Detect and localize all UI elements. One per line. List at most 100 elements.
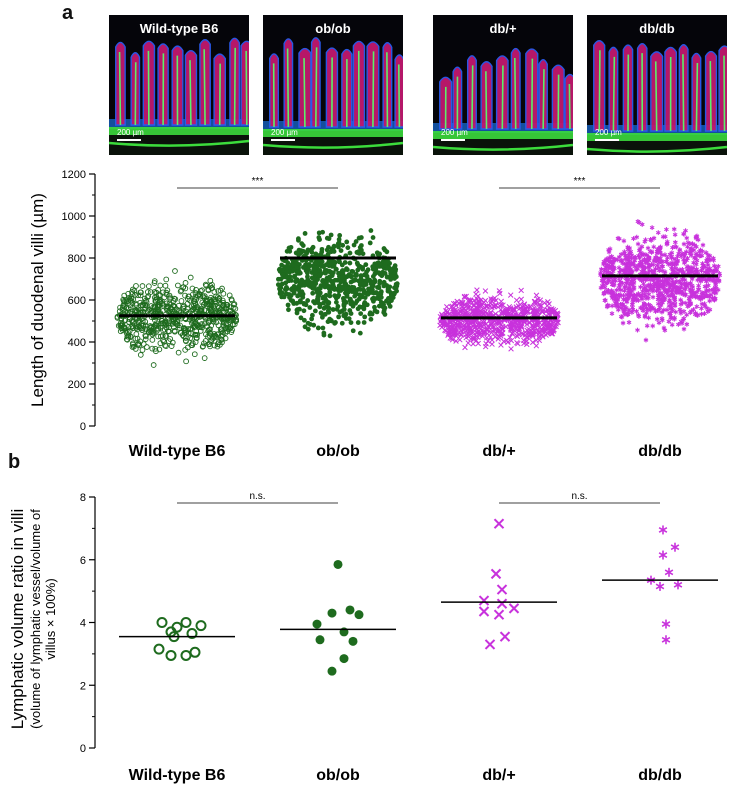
data-point xyxy=(201,295,208,301)
data-point xyxy=(658,282,664,288)
data-point xyxy=(213,293,219,300)
data-point xyxy=(678,301,684,307)
data-point xyxy=(439,324,445,331)
data-point xyxy=(378,291,384,297)
data-point xyxy=(669,254,675,259)
data-point xyxy=(324,279,329,285)
data-point xyxy=(343,281,349,287)
data-point xyxy=(629,310,635,315)
data-point xyxy=(232,305,239,312)
data-point xyxy=(632,258,638,264)
data-point xyxy=(637,255,642,261)
data-point xyxy=(358,273,364,279)
data-point xyxy=(176,307,183,314)
data-point xyxy=(658,550,668,560)
data-point xyxy=(681,231,687,237)
data-point xyxy=(680,290,685,295)
data-point xyxy=(672,301,678,307)
data-point xyxy=(715,263,721,269)
data-point xyxy=(350,286,356,291)
data-point xyxy=(699,306,704,311)
data-point xyxy=(620,320,626,326)
data-point xyxy=(138,289,144,296)
data-point xyxy=(493,518,505,529)
data-point xyxy=(611,258,617,264)
data-point xyxy=(153,322,160,329)
data-point xyxy=(524,341,530,348)
significance-bracket: *** xyxy=(499,176,660,189)
data-point xyxy=(289,278,294,283)
data-point xyxy=(149,331,156,338)
data-point xyxy=(320,229,325,235)
data-point xyxy=(531,310,537,317)
data-point xyxy=(170,317,177,323)
svg-text:***: *** xyxy=(574,176,586,187)
data-point xyxy=(664,241,670,247)
data-point xyxy=(651,258,657,264)
data-point xyxy=(650,323,656,329)
data-point xyxy=(503,307,509,314)
data-point xyxy=(320,325,326,331)
data-point xyxy=(124,336,131,343)
data-point xyxy=(676,322,681,327)
data-point xyxy=(156,617,168,628)
data-point xyxy=(171,621,183,633)
data-point xyxy=(220,290,227,297)
data-point xyxy=(324,247,330,253)
data-point xyxy=(618,301,623,307)
data-point xyxy=(672,239,678,245)
data-point xyxy=(139,283,146,289)
data-point xyxy=(548,322,555,328)
series-wild-type-b6 xyxy=(119,617,235,661)
data-point xyxy=(159,317,166,324)
data-point xyxy=(476,319,482,326)
data-point xyxy=(219,339,225,346)
data-point xyxy=(342,260,348,265)
data-point xyxy=(171,303,177,309)
data-point xyxy=(684,281,690,287)
data-point xyxy=(297,283,302,289)
data-point xyxy=(286,269,292,275)
data-point xyxy=(352,277,358,283)
data-point xyxy=(199,287,205,294)
data-point xyxy=(279,262,285,268)
data-point xyxy=(327,666,337,676)
data-point xyxy=(618,314,624,320)
data-point xyxy=(160,301,166,308)
data-point xyxy=(610,268,616,274)
data-point xyxy=(348,311,354,316)
data-point xyxy=(657,305,663,311)
data-point xyxy=(361,320,367,325)
data-point xyxy=(137,292,144,299)
y-tick-label: 2 xyxy=(80,680,86,692)
data-point xyxy=(611,282,617,288)
data-point xyxy=(324,235,330,241)
data-point xyxy=(139,318,146,324)
data-point xyxy=(466,297,472,303)
data-point xyxy=(716,277,721,283)
data-point xyxy=(208,294,214,301)
data-point xyxy=(126,328,133,334)
data-point xyxy=(370,235,376,240)
data-point xyxy=(650,262,656,268)
data-point xyxy=(322,268,328,274)
micrograph-db-db: db/db 200 µm xyxy=(587,15,727,155)
significance-bracket: *** xyxy=(177,176,338,189)
data-point xyxy=(495,325,502,332)
data-point xyxy=(665,255,670,261)
data-point xyxy=(609,311,615,316)
series-db-db xyxy=(598,219,723,343)
data-point xyxy=(155,333,161,340)
data-point xyxy=(276,276,281,282)
data-point xyxy=(180,617,192,628)
data-point xyxy=(297,251,303,257)
data-point xyxy=(702,303,708,309)
data-point xyxy=(668,283,673,289)
data-point xyxy=(643,337,649,343)
data-point xyxy=(673,261,679,267)
data-point xyxy=(672,232,678,238)
data-point xyxy=(488,321,494,328)
data-point xyxy=(534,319,540,325)
data-point xyxy=(490,568,502,580)
data-point xyxy=(159,300,165,307)
